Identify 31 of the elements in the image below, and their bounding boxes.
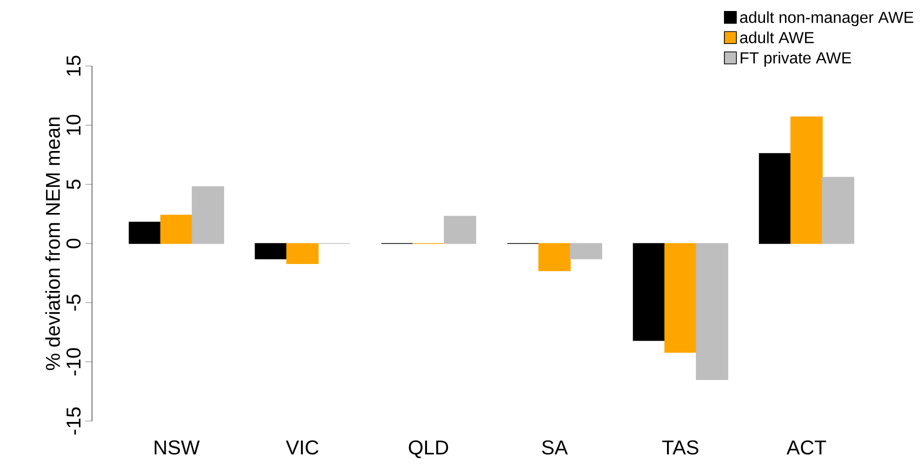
x-tick-label: ACT xyxy=(786,440,826,455)
y-tick-label: -5 xyxy=(66,294,81,311)
x-tick-label: NSW xyxy=(154,440,200,455)
y-tick-label: 0 xyxy=(66,238,81,248)
bar xyxy=(192,186,224,244)
legend-label: FT private AWE xyxy=(740,52,852,67)
bar xyxy=(632,243,666,341)
y-axis-title: % deviation from NEM mean xyxy=(45,118,60,370)
bar xyxy=(286,243,319,264)
bar xyxy=(444,216,476,244)
x-tick-label: TAS xyxy=(662,440,698,455)
y-tick-label: 10 xyxy=(66,114,81,135)
y-tick-label: 15 xyxy=(66,56,81,76)
bar xyxy=(128,222,162,244)
bar xyxy=(696,243,728,380)
x-tick-label: QLD xyxy=(408,440,448,458)
y-tick-label: -10 xyxy=(66,348,81,376)
x-tick-label: VIC xyxy=(286,440,318,455)
bar xyxy=(254,243,288,260)
x-tick-label: SA xyxy=(542,440,568,455)
bar xyxy=(160,214,193,244)
bar xyxy=(822,176,854,244)
bar xyxy=(538,243,571,272)
bar xyxy=(758,153,792,244)
y-tick-label: -15 xyxy=(66,407,81,435)
bar xyxy=(790,116,823,244)
bar xyxy=(664,243,697,353)
legend-label: adult AWE xyxy=(740,32,814,44)
bar xyxy=(570,243,602,260)
legend-label: adult non-manager AWE xyxy=(740,11,914,26)
y-tick-label: 5 xyxy=(66,180,81,190)
